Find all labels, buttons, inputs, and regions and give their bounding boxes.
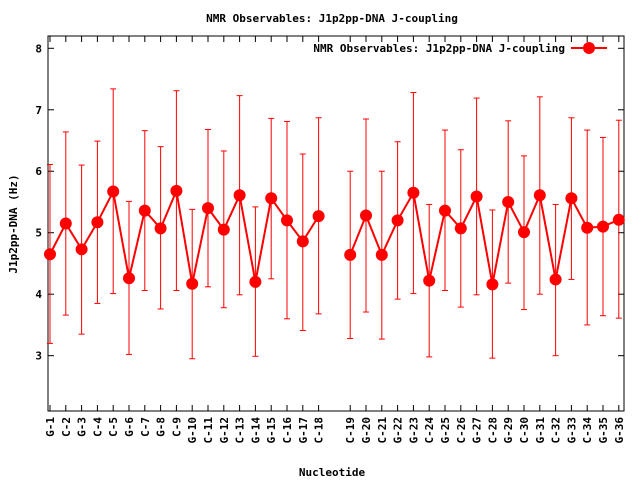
x-tick-label: G-23 [407,417,420,444]
data-point [249,275,262,288]
y-tick-label: 7 [35,104,42,117]
plot-frame [47,35,625,412]
data-point [123,272,135,285]
x-tick-label: G-14 [249,417,262,444]
data-point [375,248,388,261]
data-point [533,189,546,202]
data-point [265,192,278,205]
x-tick-label: C-9 [170,417,183,437]
x-tick-label: G-35 [597,417,610,444]
x-tick-label: C-28 [486,417,499,444]
data-point [217,223,230,236]
data-point [407,186,420,199]
data-point [59,217,72,230]
x-tick-label: C-5 [107,417,120,437]
data-point [439,204,451,217]
x-tick-label: C-7 [139,417,152,437]
data-point [186,277,199,290]
data-point [91,216,104,229]
x-tick-label: G-22 [392,417,405,444]
x-tick-label: C-24 [423,417,436,444]
series-line [349,189,620,285]
x-tick-label: G-17 [297,417,310,444]
x-tick-label: C-32 [550,417,563,444]
x-tick-label: G-8 [155,417,168,437]
x-tick-label: G-36 [613,417,626,444]
data-point [170,184,183,197]
x-tick-label: C-34 [581,417,594,444]
data-point [581,221,594,234]
data-point [470,190,483,203]
data-point [138,204,151,217]
x-tick-label: C-26 [455,417,468,444]
x-tick-label: G-1 [44,417,57,437]
x-axis-label: Nucleotide [299,466,366,479]
legend: NMR Observables: J1p2pp-DNA J-coupling [313,42,607,55]
y-tick-label: 5 [35,227,42,240]
data-point [549,273,562,286]
data-point [597,220,609,233]
data-point [44,248,56,261]
x-tick-label: C-19 [344,417,357,444]
x-tick-label: C-4 [91,417,104,437]
data-point [281,214,293,227]
chart-title: NMR Observables: J1p2pp-DNA J-coupling [206,12,458,25]
x-tick-label: C-18 [313,417,326,444]
data-point [107,185,120,198]
data-point [565,192,578,205]
y-tick-label: 4 [35,288,42,301]
data-point [233,189,246,202]
x-tick-label: G-6 [123,417,136,437]
data-point [612,213,625,226]
x-tick-label: C-16 [281,417,294,444]
data-point [154,222,167,235]
x-tick-label: G-15 [265,417,278,444]
data-point [391,214,404,227]
x-tick-label: C-2 [60,417,73,437]
data-point [202,202,214,215]
x-tick-label: G-29 [502,417,515,444]
x-tick-label: G-31 [534,417,547,444]
x-tick-label: G-20 [360,417,373,444]
x-tick-label: G-27 [471,417,484,444]
data-point [360,209,372,222]
x-tick-label: C-11 [202,417,215,444]
data-point [75,243,88,256]
y-tick-label: 6 [35,165,42,178]
data-series [44,88,625,360]
y-axis-label: J1p2pp-DNA (Hz) [7,174,20,273]
x-tick-label: G-12 [218,417,231,444]
legend-label: NMR Observables: J1p2pp-DNA J-coupling [313,42,565,55]
series-line [49,187,320,284]
y-tick-label: 8 [35,42,42,55]
data-point [502,195,515,208]
data-point [344,248,357,261]
data-point [312,210,325,223]
x-tick-label: C-30 [518,417,531,444]
x-tick-label: G-10 [186,417,199,444]
data-point [423,274,436,287]
x-tick-label: G-3 [76,417,89,437]
data-point [454,222,467,235]
x-tick-label: G-25 [439,417,452,444]
x-tick-label: C-21 [376,417,389,444]
data-point [486,278,499,291]
x-tick-label: C-13 [234,417,247,444]
y-tick-label: 3 [35,350,42,363]
data-point [296,235,309,248]
x-tick-label: G-33 [565,417,578,444]
data-point [518,226,530,239]
legend-marker-sample [583,42,595,54]
